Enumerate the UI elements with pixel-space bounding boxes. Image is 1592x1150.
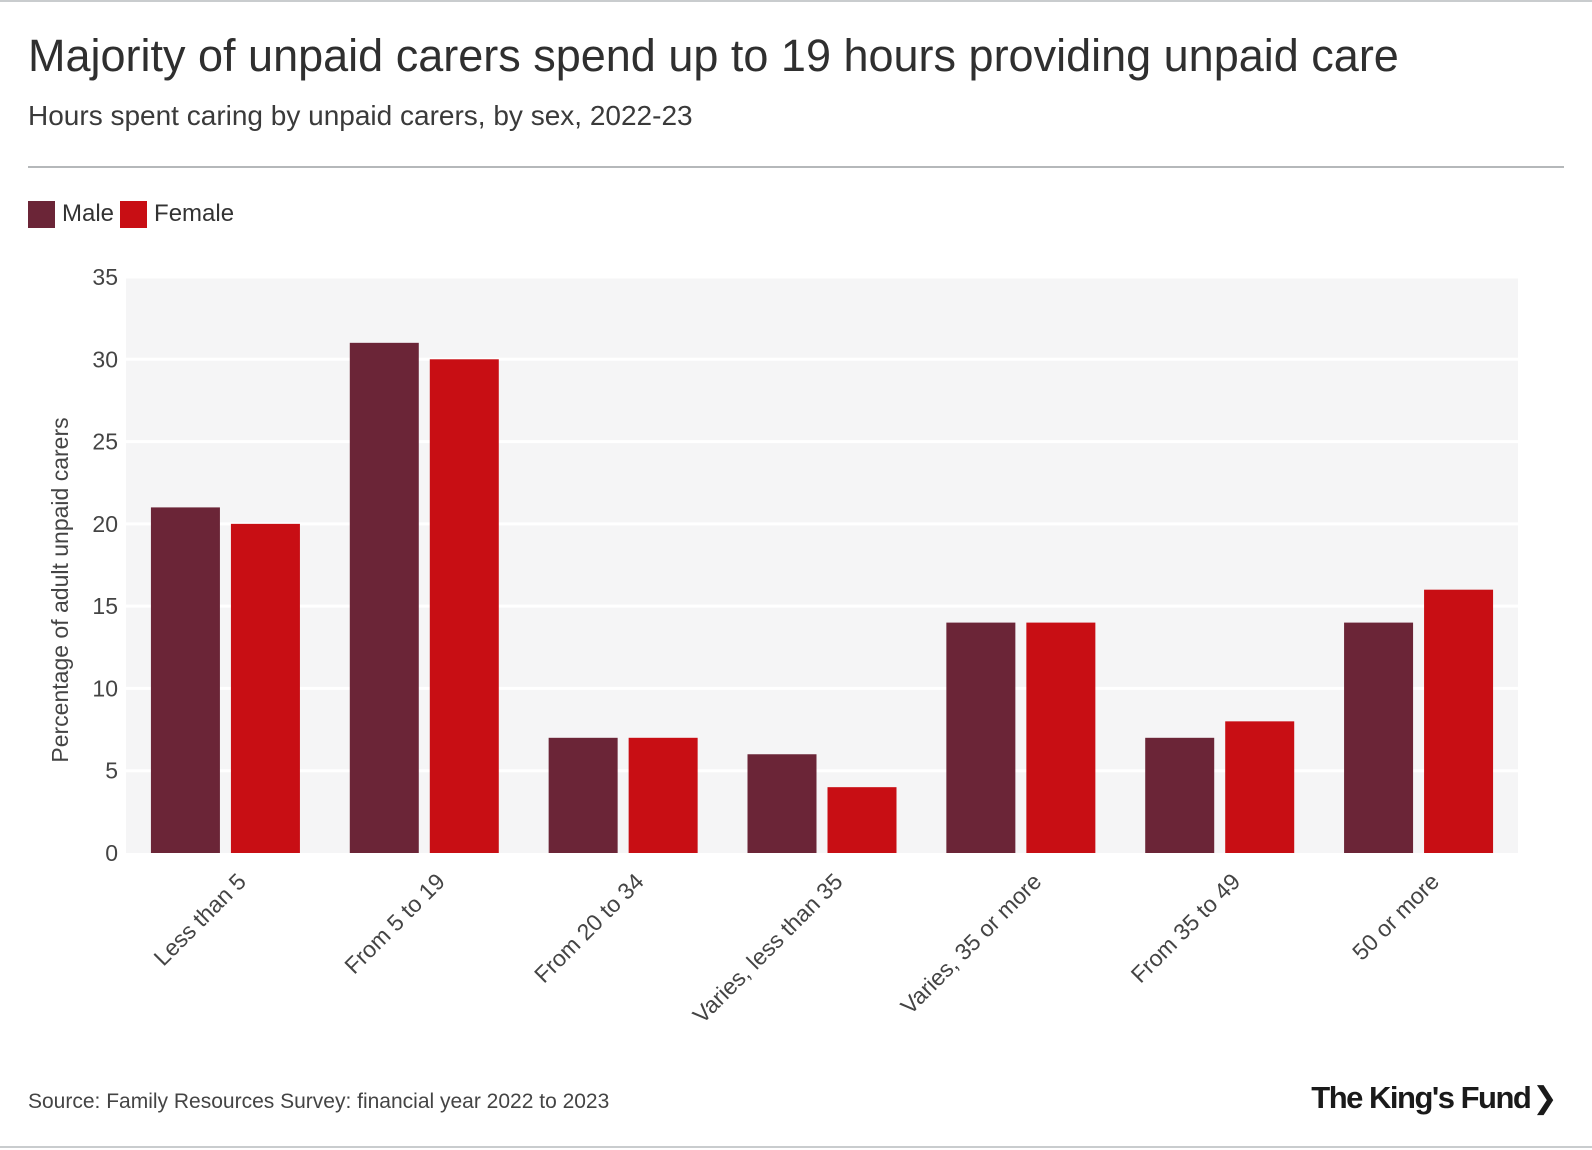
chart-subtitle: Hours spent caring by unpaid carers, by …: [28, 100, 693, 131]
y-tick-label: 25: [92, 429, 118, 455]
legend: Male Female: [28, 200, 240, 228]
x-tick-label: From 5 to 19: [339, 868, 450, 979]
legend-swatch-male: [28, 200, 55, 228]
bar-male: [150, 507, 220, 853]
logo-text: The King's Fund: [1311, 1080, 1532, 1115]
frame-top-border: [0, 0, 1592, 2]
chart-title: Majority of unpaid carers spend up to 19…: [28, 30, 1399, 81]
bar-chart: 0 5 10 15 20 25 30 35 Percentage of adult unpaid…: [47, 264, 1518, 1028]
legend-item-female: Female: [120, 200, 234, 228]
bar-female: [429, 359, 499, 853]
bar-male: [1145, 737, 1215, 853]
bar-male: [946, 622, 1016, 853]
x-tick-label: From 35 to 49: [1126, 868, 1246, 988]
chevron-right-icon: ❯: [1532, 1081, 1557, 1115]
y-tick-label: 10: [92, 675, 118, 701]
y-tick-label: 15: [92, 593, 118, 619]
frame-bottom-border: [0, 1146, 1592, 1148]
x-tick-label: From 20 to 34: [529, 868, 649, 988]
x-tick-label: Less than 5: [148, 868, 250, 970]
y-axis-title: Percentage of adult unpaid carers: [47, 417, 73, 762]
legend-swatch-female: [120, 200, 148, 228]
bar-male: [1344, 622, 1414, 853]
bar-female: [1225, 721, 1295, 853]
y-tick-label: 35: [92, 264, 118, 290]
bar-male: [747, 754, 817, 853]
y-tick-label: 5: [105, 758, 118, 784]
header-divider: [28, 166, 1564, 168]
bar-female: [1424, 589, 1494, 853]
bar-female: [628, 737, 698, 853]
x-tick-label: Varies, less than 35: [688, 868, 848, 1028]
y-tick-label: 30: [92, 346, 118, 372]
x-tick-label: 50 or more: [1347, 868, 1444, 965]
bar-female: [827, 787, 897, 853]
bar-female: [1026, 622, 1096, 853]
bar-male: [548, 737, 618, 853]
bar-female: [230, 523, 300, 853]
y-tick-label: 20: [92, 511, 118, 537]
legend-label-female: Female: [154, 200, 235, 227]
y-tick-label: 0: [105, 840, 118, 866]
legend-item-male: Male: [28, 200, 114, 228]
source-note: Source: Family Resources Survey: financi…: [28, 1090, 610, 1113]
bar-male: [349, 342, 419, 853]
plot-area: [126, 277, 1518, 853]
legend-label-male: Male: [62, 200, 115, 227]
kings-fund-logo: The King's Fund ❯: [1311, 1080, 1557, 1116]
x-tick-label: Varies, 35 or more: [895, 868, 1046, 1019]
